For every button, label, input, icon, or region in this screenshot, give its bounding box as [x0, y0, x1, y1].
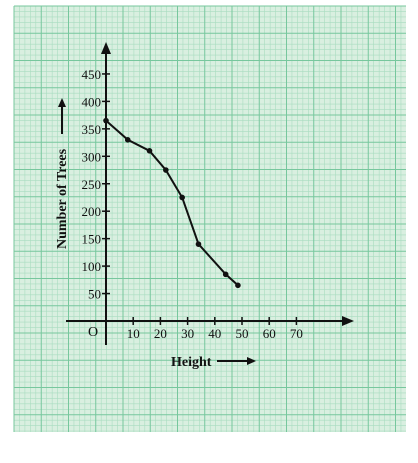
data-point [222, 271, 229, 278]
y-tick-label: 200 [82, 204, 102, 219]
x-axis-title-arrowhead [247, 357, 256, 365]
x-axis-arrow [342, 316, 354, 326]
x-tick-marks [132, 317, 298, 325]
data-point [103, 117, 109, 124]
x-tick-label: 70 [290, 326, 303, 341]
y-axis-title-arrowhead [58, 98, 66, 107]
x-tick-label: 60 [263, 326, 276, 341]
y-axis-title: Number of Trees [55, 148, 70, 249]
x-tick-label: 10 [127, 326, 140, 341]
y-tick-marks [102, 73, 110, 295]
y-tick-label: 250 [82, 177, 102, 192]
y-tick-label: 350 [82, 122, 102, 137]
data-point [195, 241, 202, 247]
x-axis-title-group: Height [171, 355, 256, 370]
grid-major [13, 5, 406, 432]
data-point [124, 137, 131, 143]
series-points [103, 117, 241, 289]
series-group [105, 119, 239, 287]
data-point [179, 194, 185, 201]
x-axis-title: Height [171, 355, 212, 370]
y-tick-label: 150 [82, 232, 102, 247]
y-tick-label: 50 [88, 287, 101, 302]
y-axis-title-group: Number of Trees [55, 98, 70, 249]
y-tick-label: 100 [82, 259, 102, 274]
data-point [163, 167, 169, 173]
y-tick-label: 400 [82, 94, 102, 109]
y-tick-label: 300 [82, 149, 102, 164]
y-tick-labels: 50 100 150 200 250 300 350 400 450 [82, 67, 102, 302]
data-point [235, 282, 241, 289]
y-tick-label: 450 [82, 67, 102, 82]
x-tick-label: 40 [208, 326, 221, 341]
x-tick-label: 30 [181, 326, 194, 341]
x-tick-labels: 10 20 30 40 50 60 70 [127, 326, 303, 341]
series-line [105, 119, 239, 287]
origin-label: O [88, 325, 98, 340]
x-tick-label: 20 [154, 326, 167, 341]
data-point [146, 148, 153, 154]
x-tick-label: 50 [236, 326, 249, 341]
y-axis-arrow [101, 42, 111, 54]
